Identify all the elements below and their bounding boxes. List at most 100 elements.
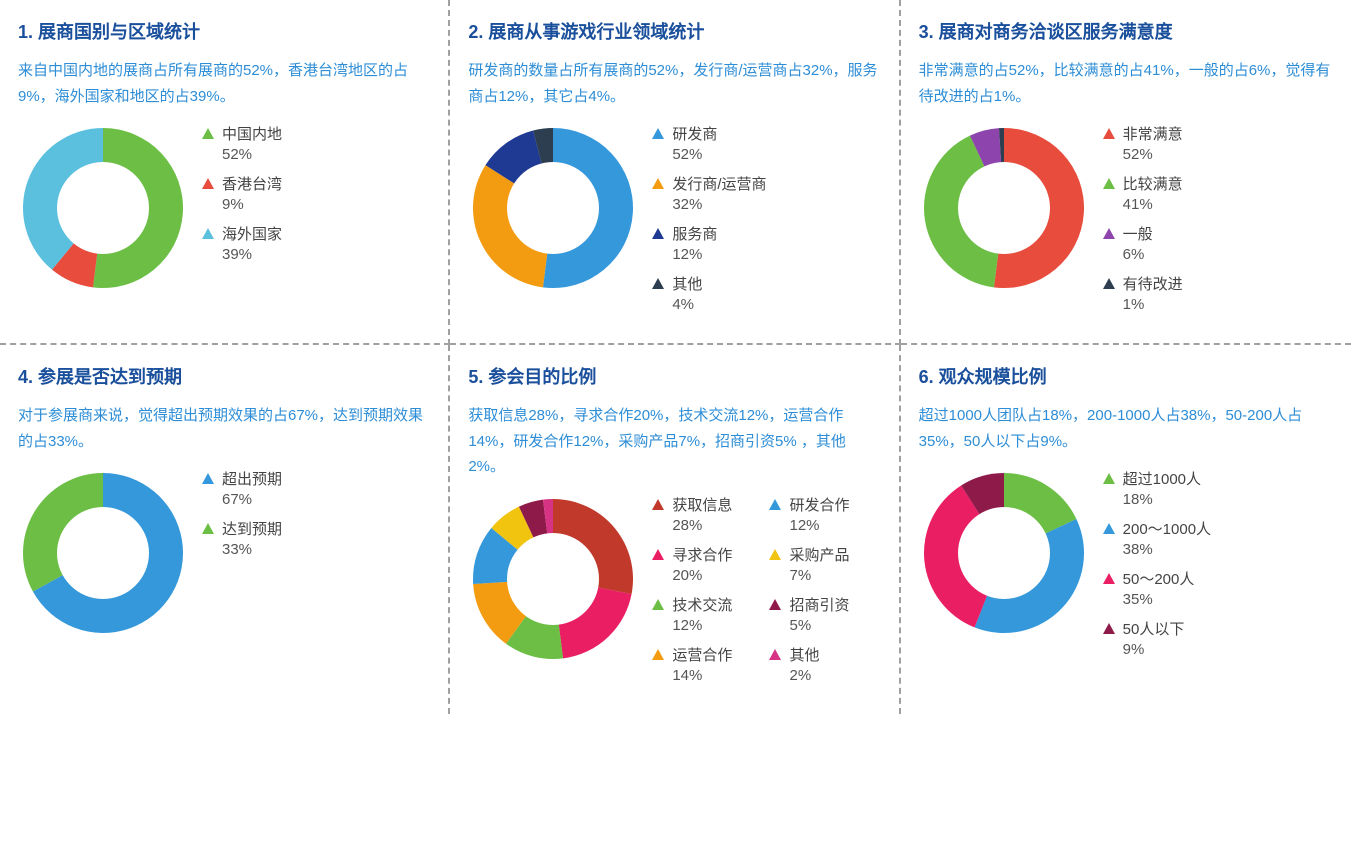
chart-row: 超过1000人 18% 200～1000人 38% 50～200人 35% 50… (919, 468, 1333, 668)
legend-label: 50人以下 (1123, 618, 1185, 639)
legend-marker-icon (1103, 228, 1115, 239)
legend-percent: 52% (1123, 146, 1333, 163)
legend-item: 运营合作 14% (652, 644, 763, 684)
panel-6: 6. 观众规模比例 超过1000人团队占18%，200-1000人占38%，50… (901, 345, 1351, 714)
legend-percent: 5% (789, 617, 880, 634)
legend-label: 运营合作 (672, 644, 732, 665)
legend-item: 中国内地 52% (202, 123, 430, 163)
legend-marker-icon (769, 599, 781, 610)
legend-list: 超过1000人 18% 200～1000人 38% 50～200人 35% 50… (1103, 468, 1333, 668)
legend-item: 研发商 52% (652, 123, 880, 163)
legend-label: 比较满意 (1123, 173, 1183, 194)
legend-item: 研发合作 12% (769, 494, 880, 534)
legend-percent: 67% (222, 491, 430, 508)
legend-percent: 28% (672, 517, 763, 534)
legend-marker-icon (652, 278, 664, 289)
legend-item: 50人以下 9% (1103, 618, 1333, 658)
panel-title: 6. 观众规模比例 (919, 363, 1333, 389)
legend-label: 中国内地 (222, 123, 282, 144)
legend-marker-icon (1103, 573, 1115, 584)
legend-item: 技术交流 12% (652, 594, 763, 634)
legend-percent: 20% (672, 567, 763, 584)
chart-row: 非常满意 52% 比较满意 41% 一般 6% 有待改进 1% (919, 123, 1333, 323)
legend-item: 寻求合作 20% (652, 544, 763, 584)
donut-chart (919, 468, 1089, 638)
legend-item: 招商引资 5% (769, 594, 880, 634)
legend-percent: 9% (222, 196, 430, 213)
legend-item: 达到预期 33% (202, 518, 430, 558)
legend-marker-icon (769, 499, 781, 510)
legend-item: 获取信息 28% (652, 494, 763, 534)
legend-label: 服务商 (672, 223, 717, 244)
legend-label: 50～200人 (1123, 568, 1195, 589)
legend-marker-icon (652, 178, 664, 189)
legend-item: 比较满意 41% (1103, 173, 1333, 213)
legend-item: 超出预期 67% (202, 468, 430, 508)
legend-percent: 12% (672, 246, 880, 263)
legend-percent: 12% (789, 517, 880, 534)
legend-label: 其他 (789, 644, 819, 665)
legend-label: 招商引资 (789, 594, 849, 615)
legend-label: 达到预期 (222, 518, 282, 539)
legend-label: 一般 (1123, 223, 1153, 244)
legend-item: 超过1000人 18% (1103, 468, 1333, 508)
panel-1: 1. 展商国别与区域统计 来自中国内地的展商占所有展商的52%，香港台湾地区的占… (0, 0, 450, 345)
legend-label: 获取信息 (672, 494, 732, 515)
panel-3: 3. 展商对商务洽谈区服务满意度 非常满意的占52%，比较满意的占41%，一般的… (901, 0, 1351, 345)
legend-marker-icon (652, 128, 664, 139)
donut-chart (468, 123, 638, 293)
legend-marker-icon (652, 649, 664, 660)
panel-description: 来自中国内地的展商占所有展商的52%，香港台湾地区的占9%，海外国家和地区的占3… (18, 58, 430, 109)
panel-title: 5. 参会目的比例 (468, 363, 880, 389)
legend-item: 50～200人 35% (1103, 568, 1333, 608)
legend-percent: 39% (222, 246, 430, 263)
legend-item: 有待改进 1% (1103, 273, 1333, 313)
legend-marker-icon (769, 549, 781, 560)
legend-marker-icon (652, 499, 664, 510)
donut-wrap (919, 123, 1089, 298)
panel-title: 2. 展商从事游戏行业领域统计 (468, 18, 880, 44)
legend-label: 有待改进 (1123, 273, 1183, 294)
legend-percent: 6% (1123, 246, 1333, 263)
legend-label: 海外国家 (222, 223, 282, 244)
panel-4: 4. 参展是否达到预期 对于参展商来说，觉得超出预期效果的占67%，达到预期效果… (0, 345, 450, 714)
legend-percent: 4% (672, 296, 880, 313)
panel-2: 2. 展商从事游戏行业领域统计 研发商的数量占所有展商的52%，发行商/运营商占… (450, 0, 900, 345)
legend-label: 研发商 (672, 123, 717, 144)
donut-chart (468, 494, 638, 664)
legend-label: 其他 (672, 273, 702, 294)
charts-grid: 1. 展商国别与区域统计 来自中国内地的展商占所有展商的52%，香港台湾地区的占… (0, 0, 1351, 714)
donut-wrap (18, 123, 188, 298)
donut-wrap (468, 494, 638, 669)
legend-label: 超过1000人 (1123, 468, 1201, 489)
legend-percent: 52% (222, 146, 430, 163)
legend-percent: 35% (1123, 591, 1333, 608)
legend-percent: 32% (672, 196, 880, 213)
legend-marker-icon (652, 549, 664, 560)
legend-label: 寻求合作 (672, 544, 732, 565)
legend-label: 研发合作 (789, 494, 849, 515)
legend-percent: 41% (1123, 196, 1333, 213)
legend-marker-icon (769, 649, 781, 660)
chart-row: 获取信息 28% 研发合作 12% 寻求合作 20% 采购产品 7% (468, 494, 880, 694)
donut-chart (18, 468, 188, 638)
legend-marker-icon (1103, 473, 1115, 484)
legend-percent: 1% (1123, 296, 1333, 313)
legend-list: 超出预期 67% 达到预期 33% (202, 468, 430, 568)
panel-title: 4. 参展是否达到预期 (18, 363, 430, 389)
legend-label: 香港台湾 (222, 173, 282, 194)
panel-description: 对于参展商来说，觉得超出预期效果的占67%，达到预期效果的占33%。 (18, 403, 430, 454)
panel-title: 3. 展商对商务洽谈区服务满意度 (919, 18, 1333, 44)
legend-label: 技术交流 (672, 594, 732, 615)
legend-item: 200～1000人 38% (1103, 518, 1333, 558)
legend-list: 非常满意 52% 比较满意 41% 一般 6% 有待改进 1% (1103, 123, 1333, 323)
legend-marker-icon (202, 228, 214, 239)
legend-percent: 38% (1123, 541, 1333, 558)
legend-list: 研发商 52% 发行商/运营商 32% 服务商 12% 其他 4% (652, 123, 880, 323)
legend-item: 其他 4% (652, 273, 880, 313)
panel-title: 1. 展商国别与区域统计 (18, 18, 430, 44)
legend-percent: 33% (222, 541, 430, 558)
chart-row: 研发商 52% 发行商/运营商 32% 服务商 12% 其他 4% (468, 123, 880, 323)
donut-wrap (468, 123, 638, 298)
legend-percent: 12% (672, 617, 763, 634)
